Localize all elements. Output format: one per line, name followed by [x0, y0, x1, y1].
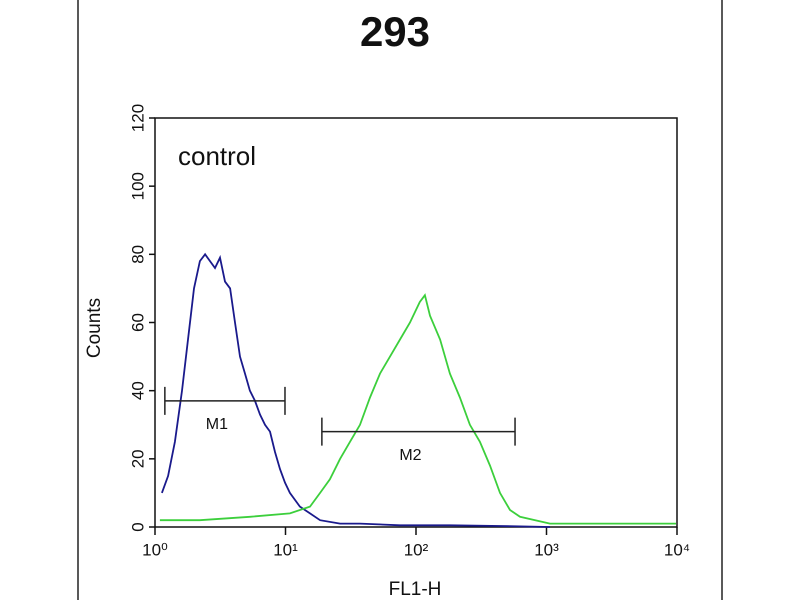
- histogram-line: [161, 252, 551, 528]
- x-tick-label: 10²: [404, 540, 429, 559]
- plot-area: [154, 117, 678, 528]
- x-tick-label: 10⁰: [142, 540, 168, 559]
- y-tick-label: 120: [128, 104, 147, 132]
- x-axis-label: FL1-H: [389, 579, 442, 600]
- y-tick-label: 100: [128, 172, 147, 200]
- marker-label: M1: [206, 416, 228, 433]
- x-tick-label: 10¹: [273, 540, 298, 559]
- y-tick-label: 20: [128, 449, 147, 468]
- annotation: control: [178, 141, 256, 171]
- histogram-line: [159, 293, 676, 525]
- y-tick-label: 40: [128, 381, 147, 400]
- x-tick-label: 10⁴: [664, 540, 690, 559]
- x-tick-label: 10³: [534, 540, 559, 559]
- marker-label: M2: [399, 447, 421, 464]
- y-tick-label: 80: [128, 245, 147, 264]
- frame: [77, 0, 723, 600]
- y-axis-label: Counts: [84, 298, 105, 358]
- marker-bar: [164, 386, 286, 415]
- chart-title: 293: [360, 8, 430, 55]
- y-tick-label: 60: [128, 313, 147, 332]
- marker-bar: [321, 417, 516, 446]
- y-tick-label: 0: [128, 522, 147, 531]
